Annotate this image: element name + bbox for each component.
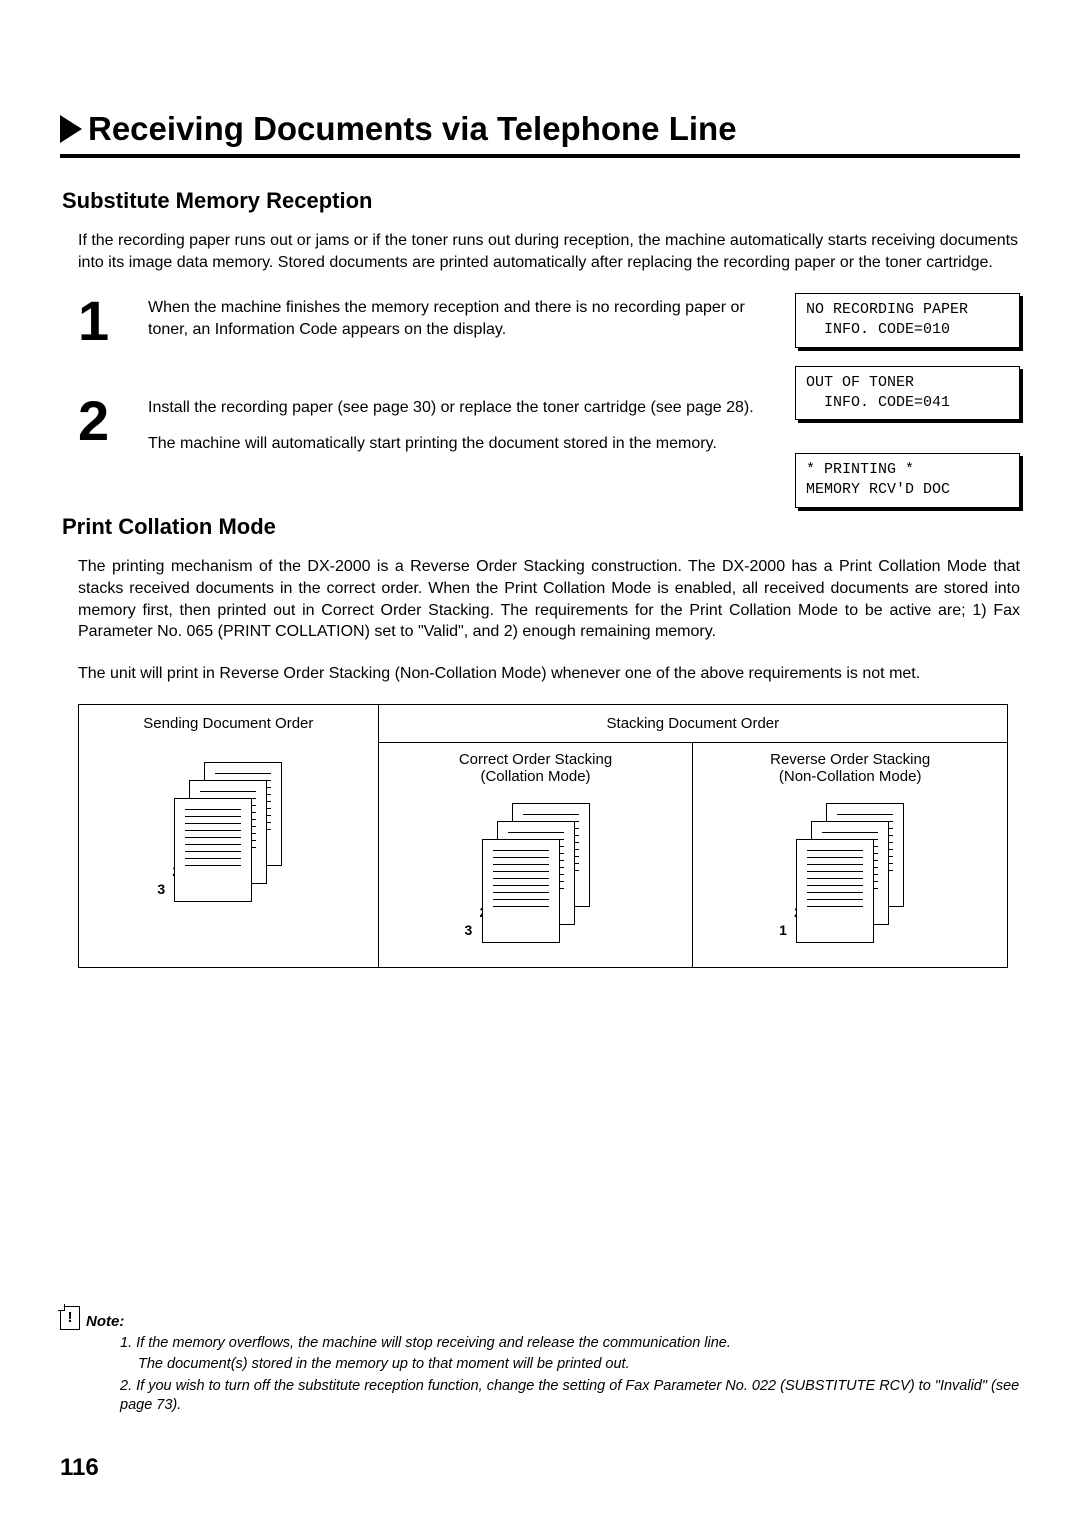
table-header: Stacking Document Order [378,705,1007,743]
note-list: 1. If the memory overflows, the machine … [120,1334,1020,1416]
section2-para2: The unit will print in Reverse Order Sta… [78,663,1020,685]
step-text: Install the recording paper (see page 30… [148,393,1020,454]
step-number: 1 [78,293,148,349]
section2-para1: The printing mechanism of the DX-2000 is… [78,556,1020,642]
lcd-display: NO RECORDING PAPER INFO. CODE=010 [795,293,1020,348]
page-num-label: 3 [157,881,165,897]
section-heading-1: Substitute Memory Reception [62,188,1020,214]
lcd-display: * PRINTING * MEMORY RCV'D DOC [795,453,1020,508]
section1-intro: If the recording paper runs out or jams … [78,230,1020,273]
title-row: Receiving Documents via Telephone Line [60,110,1020,158]
note-title: Note: [86,1313,124,1330]
section-heading-2: Print Collation Mode [62,514,1020,540]
table-header: Sending Document Order [89,715,368,732]
page-num-label: 3 [465,922,473,938]
note-item: 2. If you wish to turn off the substitut… [120,1377,1020,1416]
note-block: Note: 1. If the memory overflows, the ma… [60,1306,1020,1418]
lcd-group: * PRINTING * MEMORY RCV'D DOC [795,453,1020,508]
note-icon [60,1306,80,1330]
step2-text1: Install the recording paper (see page 30… [148,397,770,419]
note-header: Note: [60,1306,1020,1330]
note-item: 1. If the memory overflows, the machine … [120,1334,1020,1354]
page-num-label: 1 [779,922,787,938]
step-2: 2 Install the recording paper (see page … [78,393,1020,454]
step-1: 1 When the machine finishes the memory r… [78,293,1020,349]
step2-text2: The machine will automatically start pri… [148,433,770,455]
step-number: 2 [78,393,148,454]
table-sub-header: Reverse Order Stacking (Non-Collation Mo… [701,751,999,785]
page-number: 116 [60,1454,99,1482]
table-sub-header: Correct Order Stacking (Collation Mode) [387,751,685,785]
page-title: Receiving Documents via Telephone Line [88,110,737,148]
collation-table: Sending Document Order 1 2 3 Stacking Do… [78,704,1008,968]
triangle-icon [60,115,82,143]
note-item: The document(s) stored in the memory up … [138,1355,1020,1375]
